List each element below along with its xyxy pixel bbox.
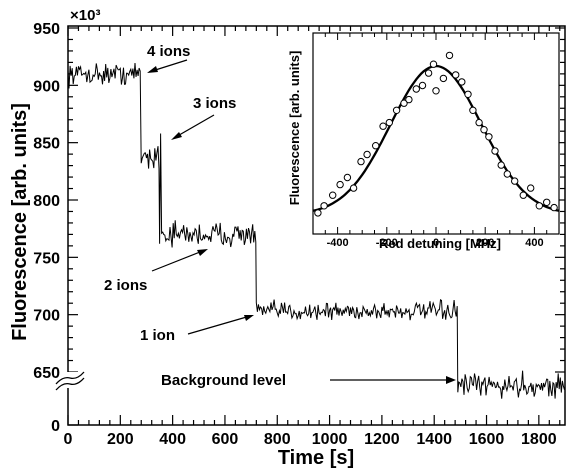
inset-data-point [452, 71, 460, 79]
inset-x-tick-label: 200 [476, 237, 494, 249]
inset-data-point [480, 126, 488, 134]
inset-data-point [445, 51, 454, 60]
arrowhead-4-ions [147, 66, 158, 73]
inset-data-point [543, 198, 551, 207]
inset-x-tick-label: 400 [525, 237, 543, 249]
inset-data-point [363, 150, 371, 159]
x-tick-label: 600 [212, 431, 239, 448]
main-time-trace [67, 62, 566, 399]
inset-data-point [550, 203, 558, 212]
inset-x-tick-label: 0 [433, 237, 439, 249]
inset-data-point [429, 60, 438, 68]
inset-data-point [439, 74, 448, 83]
inset-data-points [314, 51, 558, 217]
arrow-3-ions [173, 114, 215, 139]
x-tick-label: 0 [64, 431, 73, 448]
y-tick-label: 950 [33, 21, 60, 38]
inset-data-point [458, 78, 466, 86]
inset-data-point [527, 184, 535, 192]
inset-x-axis-title: Red detuning [MHz] [379, 236, 501, 251]
inset-data-point [485, 133, 493, 141]
arrowhead-3-ions [171, 132, 182, 140]
annotations: 4 ions 3 ions 2 ions 1 ion Background le… [104, 43, 456, 389]
fluorescence-trace-line [67, 62, 566, 399]
inset-axis-ticks [312, 33, 560, 234]
annotation-1-ion: 1 ion [140, 327, 175, 344]
inset-data-point [357, 157, 365, 166]
inset-y-axis-title: Fluorescence [arb. units] [287, 51, 302, 206]
inset-data-point [464, 90, 472, 99]
x-tick-label: 1000 [312, 431, 348, 448]
y-tick-label: 850 [33, 136, 60, 153]
x-axis-title: Time [s] [278, 447, 354, 468]
inset-data-point [349, 184, 358, 192]
inset-x-tick-label: -400 [327, 237, 349, 249]
y-tick-label: 900 [33, 78, 60, 95]
x-tick-label: 400 [159, 431, 186, 448]
inset-data-point [519, 191, 527, 199]
arrow-1-ion [187, 315, 251, 335]
y-tick-label: 650 [33, 365, 60, 382]
x-tick-label: 200 [107, 431, 134, 448]
inset-data-point [511, 177, 519, 185]
inset-data-point [372, 142, 380, 150]
arrow-2-ions [151, 249, 206, 272]
annotation-2-ions: 2 ions [104, 277, 147, 294]
annotation-background-level: Background level [161, 372, 286, 389]
annotation-4-ions: 4 ions [147, 43, 190, 60]
inset-data-point [412, 85, 420, 93]
x-tick-label: 1200 [364, 431, 400, 448]
inset-x-tick-label: -200 [376, 237, 398, 249]
inset-data-point [329, 191, 337, 199]
inset-data-point [418, 81, 427, 90]
y-multiplier-label: ×10³ [70, 7, 100, 24]
y-tick-label: 0 [51, 418, 60, 435]
inset-data-point [535, 202, 543, 210]
inset-data-point [343, 173, 352, 182]
arrowhead-1-ion [244, 315, 254, 321]
inset-data-point [424, 69, 433, 77]
y-tick-label: 800 [33, 193, 60, 210]
inset-data-point [392, 106, 401, 115]
annotation-3-ions: 3 ions [193, 95, 236, 112]
inset-data-point [400, 99, 408, 107]
main-plot-frame [67, 25, 566, 426]
x-tick-label: 1600 [469, 431, 505, 448]
y-tick-label: 750 [33, 250, 60, 267]
inset-x-tick-labels: -400 -200 0 200 400 [327, 237, 544, 249]
main-axis-ticks [67, 26, 565, 426]
inset-data-point [469, 106, 477, 115]
inset-data-point [320, 202, 328, 210]
y-axis-title: Fluorescence [arb. units] [9, 103, 31, 341]
inset-data-point [497, 161, 505, 169]
inset-data-point [432, 87, 440, 95]
inset-data-point [336, 180, 344, 189]
x-tick-label: 1400 [416, 431, 452, 448]
inset-data-point [314, 209, 322, 217]
inset-data-point [405, 95, 413, 104]
arrowhead-2-ions [197, 249, 208, 256]
arrowhead-background-level [446, 376, 456, 384]
inset-data-point [385, 118, 393, 127]
y-tick-label: 700 [33, 308, 60, 325]
inset-data-point [379, 122, 387, 130]
inset-data-point [475, 118, 483, 127]
inset-data-point [491, 147, 499, 155]
inset-data-point [503, 170, 511, 178]
inset-chart: -400 -200 0 200 400 Red detuning [MHz] Fluor… [287, 32, 560, 251]
x-tick-labels: 0 200 400 600 800 1000 1200 1400 1600 1800 [64, 431, 557, 448]
x-tick-label: 800 [264, 431, 291, 448]
x-tick-label: 1800 [521, 431, 557, 448]
y-tick-labels: 0 650 700 750 800 850 900 950 [33, 21, 60, 435]
y-axis-break [55, 371, 85, 391]
